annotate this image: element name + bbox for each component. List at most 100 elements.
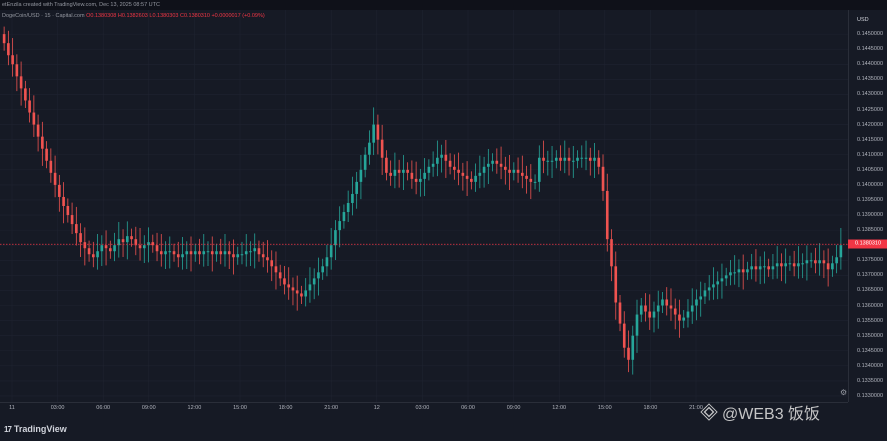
- time-tick-label: 21:00: [324, 405, 339, 411]
- price-tick-label: 0.1375000: [857, 257, 883, 264]
- candle-body: [62, 196, 65, 206]
- candle-body: [571, 160, 575, 162]
- watermark-text: @WEB3 饭饭: [722, 406, 821, 423]
- candle-body: [253, 248, 257, 252]
- candle-body: [703, 290, 707, 297]
- candle-body: [261, 254, 265, 258]
- candle-body: [470, 178, 473, 182]
- candle-body: [312, 278, 316, 285]
- price-axis[interactable]: 0.1450000 0.1445000 0.1440000 0.1435000 0.14…: [848, 10, 887, 402]
- attribution-bar: etEnzila created with TradingView.com, D…: [0, 0, 887, 10]
- candle-body: [274, 266, 278, 273]
- chart-area[interactable]: [0, 10, 848, 402]
- candle-body: [346, 202, 350, 213]
- candle-body: [818, 260, 821, 264]
- price-tick-label: 0.1410000: [857, 151, 883, 158]
- tv-logo-text: TradingView: [13, 424, 67, 434]
- candle-body: [678, 314, 681, 321]
- time-tick-label: 03:00: [50, 405, 65, 411]
- candle-body: [321, 266, 325, 273]
- candle-body: [32, 112, 36, 125]
- candle-body: [49, 160, 53, 173]
- candle-body: [304, 290, 308, 297]
- candle-body: [193, 251, 197, 255]
- candle-body: [554, 157, 558, 161]
- candle-body: [482, 166, 486, 173]
- candle-body: [601, 166, 605, 191]
- candle-body: [716, 281, 720, 285]
- candle-body: [376, 124, 380, 140]
- binance-diamond-icon: [700, 403, 718, 421]
- price-tick-label: 0.1390000: [857, 212, 883, 219]
- candle-body: [801, 263, 804, 265]
- price-tick-label: 0.1345000: [857, 347, 883, 354]
- price-tick-label: 0.1440000: [857, 61, 883, 68]
- candle-body: [631, 335, 635, 360]
- candle-body: [699, 296, 703, 300]
- time-axis[interactable]: 11 03:00 06:00 09:00 12:00 15:00 18:00 21:00 12 0…: [0, 402, 848, 414]
- price-tick-label: 0.1415000: [857, 136, 883, 143]
- candle-body: [295, 290, 299, 294]
- candle-body: [665, 299, 669, 306]
- candle-body: [75, 224, 78, 234]
- symbol-label: DogeCoin/USD · 15 · Capital.com: [2, 13, 85, 19]
- candle-body: [355, 181, 358, 194]
- price-tick-label: 0.1385000: [857, 227, 883, 234]
- candle-body: [11, 55, 14, 65]
- candle-body: [159, 251, 163, 255]
- candle-body: [682, 317, 686, 321]
- candle-body: [168, 251, 172, 253]
- candle-body: [176, 254, 180, 258]
- time-tick-label: 18:00: [643, 405, 658, 411]
- candle-body: [784, 263, 787, 267]
- candle-body: [605, 190, 609, 240]
- candle-body: [733, 272, 737, 274]
- time-tick-label: 11: [9, 405, 15, 411]
- candle-body: [283, 278, 286, 285]
- candle-body: [15, 64, 19, 77]
- candle-body: [329, 245, 333, 258]
- candle-body: [291, 287, 295, 291]
- candle-body: [712, 284, 715, 288]
- candle-body: [138, 245, 142, 249]
- candle-body: [419, 178, 422, 182]
- ohlc-values: O0.1380308 H0.1382603 L0.1380303 C0.1380…: [86, 13, 265, 19]
- candle-body: [83, 242, 87, 249]
- candle-body: [627, 347, 630, 360]
- candle-body: [334, 230, 337, 246]
- tradingview-logo[interactable]: 17 TradingView: [4, 424, 67, 434]
- candle-body: [45, 148, 48, 161]
- candle-body: [669, 305, 673, 309]
- candle-body: [729, 272, 732, 276]
- candle-body: [278, 272, 282, 279]
- candle-body: [147, 242, 150, 246]
- candle-body: [831, 263, 834, 270]
- candle-body: [96, 251, 99, 258]
- candle-body: [219, 251, 223, 255]
- candle-body: [372, 124, 375, 143]
- candle-body: [189, 251, 193, 255]
- candle-body: [121, 239, 125, 243]
- candle-body: [402, 169, 405, 173]
- candle-body: [236, 254, 240, 258]
- candle-body: [474, 175, 477, 182]
- candle-body: [618, 302, 622, 324]
- candle-body: [461, 172, 465, 176]
- candle-body: [240, 254, 244, 256]
- candle-body: [495, 160, 499, 164]
- candle-body: [763, 266, 766, 268]
- candle-body: [58, 184, 61, 197]
- candle-body: [7, 43, 10, 56]
- candle-body: [809, 260, 813, 262]
- candle-body: [533, 181, 537, 183]
- candle-body: [393, 169, 397, 176]
- candle-body: [487, 163, 490, 167]
- currency-label[interactable]: USD: [857, 17, 869, 23]
- candle-body: [499, 163, 503, 167]
- candle-body: [427, 166, 431, 173]
- candle-body: [363, 154, 367, 170]
- price-tick-label: 0.1355000: [857, 317, 883, 324]
- chart-settings-icon[interactable]: ⚙: [840, 388, 848, 397]
- candle-body: [215, 251, 218, 255]
- candlestick-chart[interactable]: [0, 10, 848, 402]
